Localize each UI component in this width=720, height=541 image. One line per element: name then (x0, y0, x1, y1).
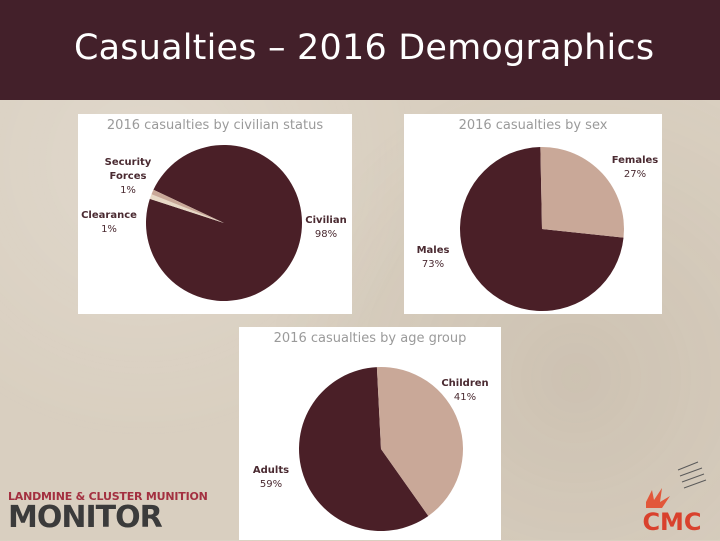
label-males-name: Males (416, 245, 450, 256)
title-bar: Casualties – 2016 Demographics (0, 0, 720, 100)
label-civilian-value: 98% (314, 229, 338, 240)
chart-civilian-status: 2016 casualties by civilian status Secur… (78, 114, 352, 314)
chart-sex: 2016 casualties by sex Females 27% Males… (404, 114, 662, 314)
label-civilian: Civilian 98% (300, 214, 352, 242)
label-security-forces: Security Forces 1% (96, 156, 160, 198)
label-males-value: 73% (421, 259, 445, 270)
pie-slice-security-forces (149, 194, 224, 223)
label-males: Males 73% (408, 244, 458, 272)
slide-title: Casualties – 2016 Demographics (74, 28, 655, 68)
pie-slice-clearance (151, 189, 224, 223)
cmc-logo-graphic: CMC (642, 461, 707, 536)
label-adults-name: Adults (252, 465, 290, 476)
pie-age-group (299, 367, 463, 531)
chart-title: 2016 casualties by sex (458, 118, 608, 133)
label-females-name: Females (611, 155, 659, 166)
cmc-logo-text: CMC (642, 508, 701, 536)
monitor-logo-line1: LANDMINE & CLUSTER MUNITION (8, 490, 208, 503)
monitor-logo-line2: MONITOR (8, 500, 163, 535)
label-females: Females 27% (608, 154, 662, 182)
label-clearance-value: 1% (101, 224, 117, 235)
chart-title: 2016 casualties by age group (273, 331, 467, 346)
label-children-name: Children (441, 378, 489, 389)
pie-slice-males (460, 147, 624, 311)
label-security-forces-value: 1% (120, 185, 136, 196)
label-children-value: 41% (453, 392, 477, 403)
label-females-value: 27% (623, 169, 647, 180)
pie-sex (460, 147, 624, 311)
pie-slice-children (376, 367, 463, 516)
pie-slice-civilian (146, 145, 302, 301)
label-clearance-name: Clearance (81, 210, 137, 221)
label-adults: Adults 59% (241, 464, 301, 492)
monitor-logo: LANDMINE & CLUSTER MUNITION MONITOR (8, 490, 208, 535)
pie-slice-adults (299, 367, 429, 531)
chart-age-group: 2016 casualties by age group Children 41… (239, 327, 501, 540)
label-civilian-name: Civilian (305, 215, 347, 226)
pie-slice-females (540, 147, 624, 238)
label-clearance: Clearance 1% (78, 209, 140, 237)
label-adults-value: 59% (259, 479, 283, 490)
pie-civilian-status (146, 145, 302, 301)
chart-title: 2016 casualties by civilian status (106, 118, 324, 133)
cmc-logo: CMC (632, 460, 712, 536)
label-security-forces-name: Security Forces (104, 157, 152, 182)
label-children: Children 41% (435, 377, 495, 405)
